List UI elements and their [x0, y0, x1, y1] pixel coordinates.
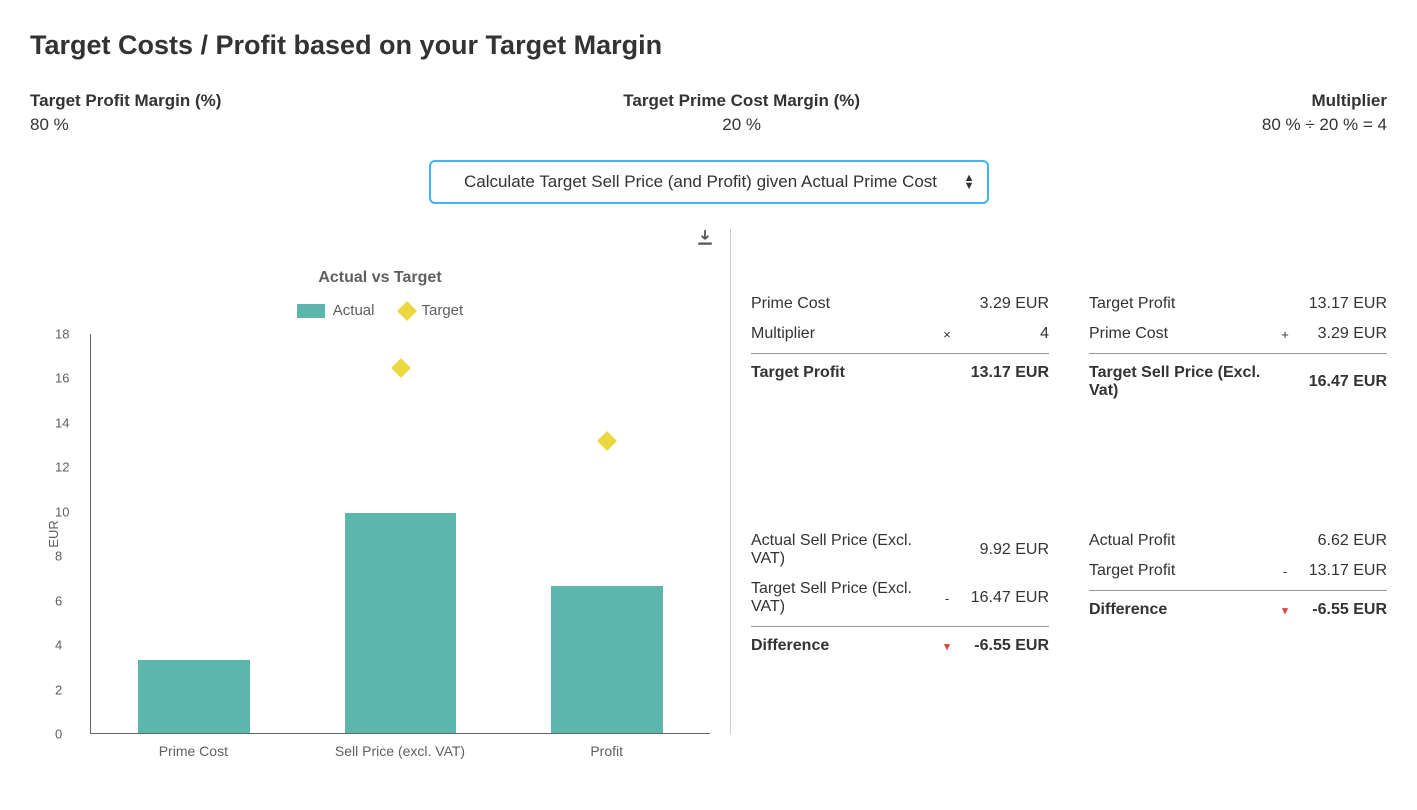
calc-label: Target Profit	[1089, 562, 1278, 580]
metric-value: 20 %	[623, 115, 860, 135]
calc-label: Prime Cost	[1089, 325, 1278, 343]
metric-value: 80 %	[30, 115, 221, 135]
metric-value: 80 % ÷ 20 % = 4	[1262, 115, 1387, 135]
calc-value: 13.17 EUR	[1292, 295, 1387, 313]
calc-value: 3.29 EUR	[1292, 325, 1387, 343]
data-grid: Prime Cost 3.29 EUR Multiplier × 4 Targe…	[751, 289, 1387, 661]
calculation-mode-select[interactable]: Calculate Target Sell Price (and Profit)…	[429, 160, 989, 204]
calc-label: Target Profit	[751, 364, 940, 382]
calc-op: +	[1278, 327, 1292, 342]
metric-label: Target Profit Margin (%)	[30, 91, 221, 111]
y-tick: 2	[55, 682, 62, 697]
calc-label: Actual Sell Price (Excl. VAT)	[751, 532, 940, 568]
y-tick: 12	[55, 460, 69, 475]
caret-down-icon: ▾	[940, 640, 954, 653]
legend-swatch-actual	[297, 304, 325, 318]
chart-container: Actual vs Target Actual Target EUR Prime…	[30, 229, 730, 734]
chart-target-marker	[391, 358, 411, 378]
chart-bar	[345, 513, 456, 733]
calc-value: 13.17 EUR	[954, 364, 1049, 382]
x-axis-label: Prime Cost	[90, 743, 297, 759]
y-tick: 10	[55, 504, 69, 519]
calc-label: Target Sell Price (Excl. VAT)	[751, 580, 940, 616]
legend-target-label: Target	[422, 302, 464, 319]
calc-value: -6.55 EUR	[954, 637, 1049, 655]
calc-value: -6.55 EUR	[1292, 601, 1387, 619]
y-tick: 16	[55, 371, 69, 386]
calc-value: 13.17 EUR	[1292, 562, 1387, 580]
calc-label: Difference	[751, 637, 940, 655]
vertical-divider	[730, 229, 731, 734]
metric-multiplier: Multiplier 80 % ÷ 20 % = 4	[1262, 91, 1387, 135]
y-tick: 4	[55, 638, 62, 653]
chart-panel: Actual vs Target Actual Target EUR Prime…	[30, 229, 730, 734]
calc-op: -	[1278, 564, 1292, 579]
download-icon[interactable]	[696, 229, 714, 247]
calc-label: Actual Profit	[1089, 532, 1278, 550]
calc-value: 3.29 EUR	[954, 295, 1049, 313]
legend-swatch-target	[397, 301, 417, 321]
data-panel: Prime Cost 3.29 EUR Multiplier × 4 Targe…	[751, 229, 1387, 734]
metric-label: Target Prime Cost Margin (%)	[623, 91, 860, 111]
metric-profit-margin: Target Profit Margin (%) 80 %	[30, 91, 221, 135]
y-tick: 14	[55, 415, 69, 430]
select-row: Calculate Target Sell Price (and Profit)…	[30, 160, 1387, 204]
select-label: Calculate Target Sell Price (and Profit)…	[464, 172, 937, 191]
calc-label: Prime Cost	[751, 295, 940, 313]
chart-plot: EUR Prime CostSell Price (excl. VAT)Prof…	[90, 334, 710, 734]
chart-legend: Actual Target	[30, 302, 730, 319]
y-tick: 0	[55, 727, 62, 742]
calc-profit-difference: Actual Profit 6.62 EUR Target Profit - 1…	[1089, 526, 1387, 661]
calc-op: -	[940, 591, 954, 606]
y-tick: 8	[55, 549, 62, 564]
calc-value: 4	[954, 325, 1049, 343]
y-tick: 18	[55, 327, 69, 342]
calc-op: ×	[940, 327, 954, 342]
metric-prime-cost-margin: Target Prime Cost Margin (%) 20 %	[623, 91, 860, 135]
calc-value: 6.62 EUR	[1292, 532, 1387, 550]
caret-down-icon: ▾	[1278, 604, 1292, 617]
metric-label: Multiplier	[1262, 91, 1387, 111]
calc-target-sell-price: Target Profit 13.17 EUR Prime Cost + 3.2…	[1089, 289, 1387, 406]
metrics-row: Target Profit Margin (%) 80 % Target Pri…	[30, 91, 1387, 135]
y-tick: 6	[55, 593, 62, 608]
y-axis-label: EUR	[46, 520, 61, 547]
chart-title: Actual vs Target	[30, 269, 730, 287]
calc-label: Target Sell Price (Excl. Vat)	[1089, 364, 1278, 400]
calc-value: 16.47 EUR	[954, 589, 1049, 607]
chart-bar	[551, 586, 662, 733]
page-title: Target Costs / Profit based on your Targ…	[30, 30, 1387, 61]
legend-actual-label: Actual	[333, 302, 375, 319]
x-axis-label: Profit	[503, 743, 710, 759]
chart-bar	[138, 660, 249, 733]
chart-target-marker	[597, 431, 617, 451]
calc-label: Target Profit	[1089, 295, 1278, 313]
legend-target: Target	[400, 302, 464, 319]
legend-actual: Actual	[297, 302, 375, 319]
calc-label: Multiplier	[751, 325, 940, 343]
calc-value: 9.92 EUR	[954, 541, 1049, 559]
calc-target-profit: Prime Cost 3.29 EUR Multiplier × 4 Targe…	[751, 289, 1049, 406]
x-axis-label: Sell Price (excl. VAT)	[297, 743, 504, 759]
select-caret-icon: ▲▼	[964, 174, 975, 190]
calc-label: Difference	[1089, 601, 1278, 619]
calc-value: 16.47 EUR	[1292, 373, 1387, 391]
main-grid: Actual vs Target Actual Target EUR Prime…	[30, 229, 1387, 734]
calc-sell-price-difference: Actual Sell Price (Excl. VAT) 9.92 EUR T…	[751, 526, 1049, 661]
x-axis-labels: Prime CostSell Price (excl. VAT)Profit	[90, 743, 710, 759]
plot-area	[90, 334, 710, 734]
